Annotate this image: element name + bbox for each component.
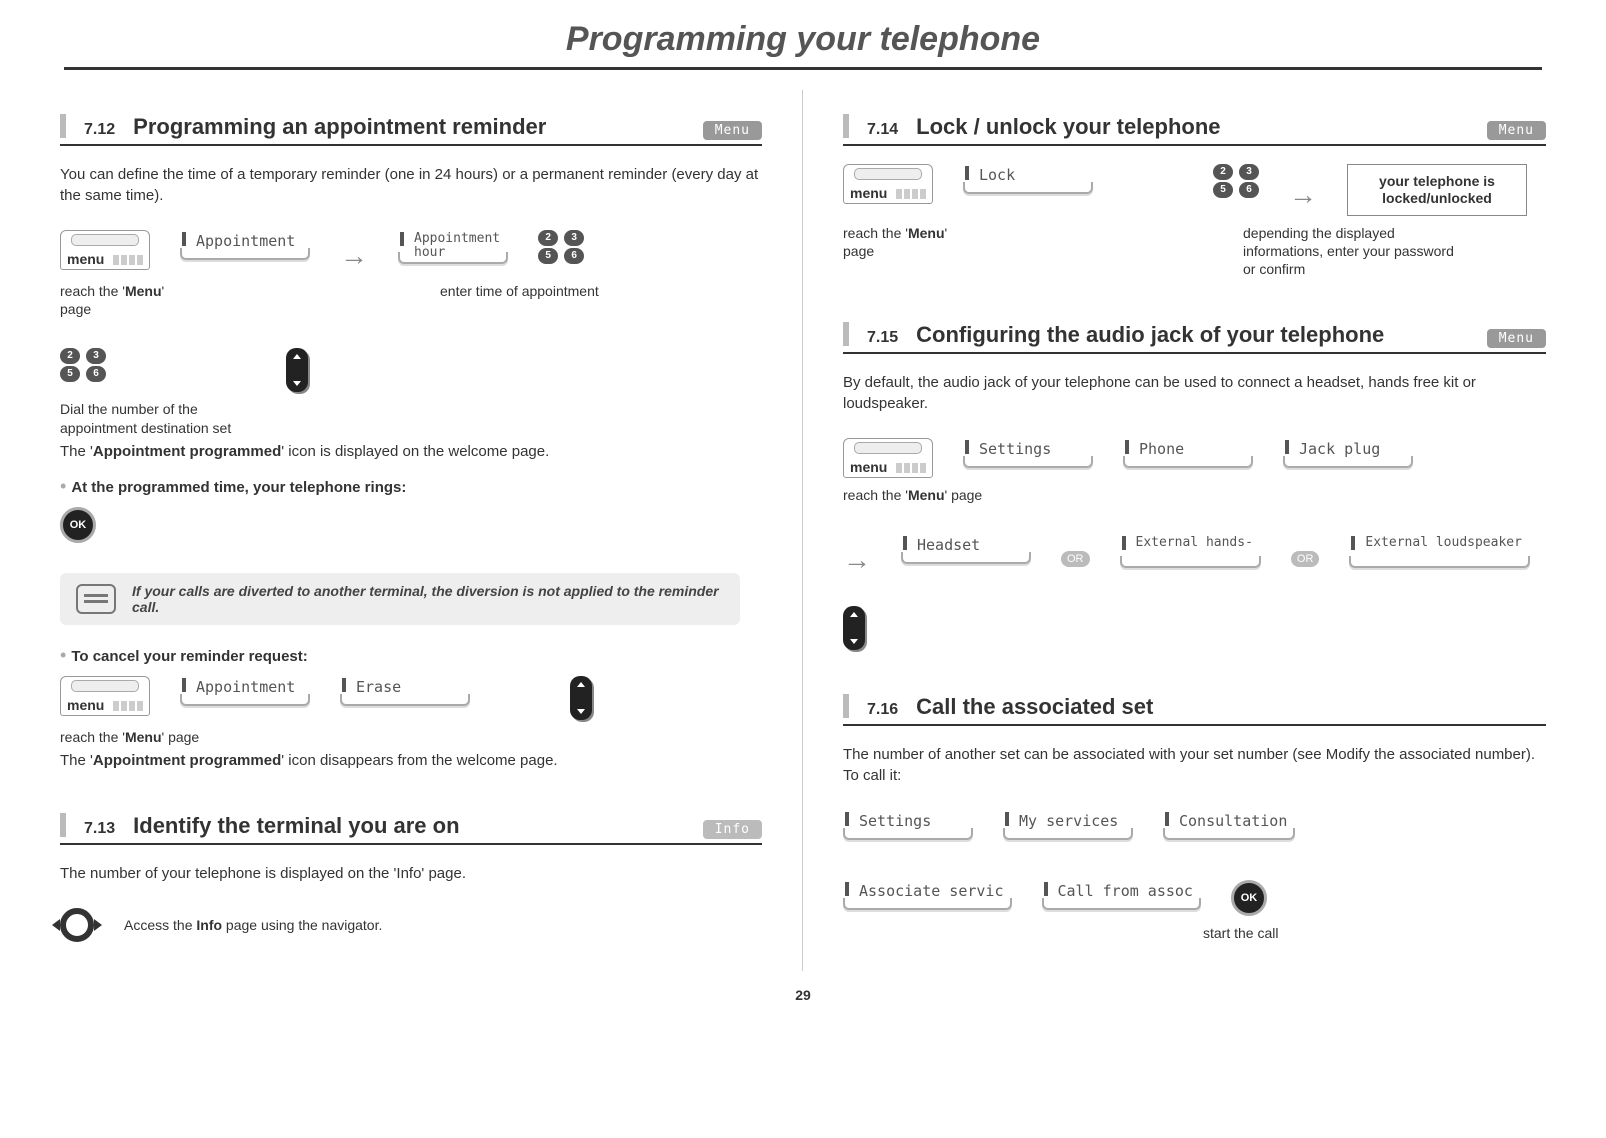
page-number: 29	[795, 987, 811, 1003]
softkey-call-from-assoc: Call from assoc	[1042, 880, 1201, 910]
arrow-icon: →	[340, 230, 368, 272]
keypad-icon: 2356	[538, 230, 584, 264]
section-7-16: 7.16 Call the associated set	[843, 690, 1546, 726]
section-7-15: 7.15 Configuring the audio jack of your …	[843, 318, 1546, 354]
note-box: If your calls are diverted to another te…	[60, 573, 740, 625]
softkey-consultation: Consultation	[1163, 810, 1295, 840]
menu-device-icon	[60, 230, 150, 270]
keypad-icon: 2356	[60, 348, 106, 382]
caption-access-info: Access the Info page using the navigator…	[124, 916, 382, 934]
result-box: your telephone is locked/unlocked	[1347, 164, 1527, 216]
section-number: 7.14	[867, 121, 898, 139]
section-7-13: 7.13 Identify the terminal you are on In…	[60, 809, 762, 845]
softkey-external-loudspeaker: External loudspeaker	[1349, 534, 1530, 568]
section-intro: You can define the time of a temporary r…	[60, 164, 762, 206]
softkey-external-hands: External hands-	[1120, 534, 1261, 568]
softkey-lock: Lock	[963, 164, 1093, 194]
section-title: Call the associated set	[916, 694, 1546, 720]
section-number: 7.13	[84, 820, 115, 838]
menu-device-icon	[60, 676, 150, 716]
softkey-headset: Headset	[901, 534, 1031, 564]
note-text: If your calls are diverted to another te…	[132, 583, 724, 615]
section-number: 7.12	[84, 121, 115, 139]
section-number: 7.16	[867, 701, 898, 719]
softkey-settings: Settings	[963, 438, 1093, 468]
section-7-12: 7.12 Programming an appointment reminder…	[60, 110, 762, 146]
section-intro: The number of your telephone is displaye…	[60, 863, 762, 884]
keypad-icon: 2356	[1213, 164, 1259, 198]
text-disappear: The 'Appointment programmed' icon disapp…	[60, 752, 762, 769]
caption-reach-menu: reach the 'Menu' page	[843, 486, 1043, 504]
section-intro: The number of another set can be associa…	[843, 744, 1546, 786]
nav-key-icon	[570, 676, 592, 720]
menu-device-icon	[843, 164, 933, 204]
bullet-cancel: To cancel your reminder request:	[60, 645, 762, 666]
text-programmed: The 'Appointment programmed' icon is dis…	[60, 443, 762, 460]
or-pill: OR	[1291, 551, 1320, 567]
softkey-settings: Settings	[843, 810, 973, 840]
softkey-jack-plug: Jack plug	[1283, 438, 1413, 468]
section-title: Lock / unlock your telephone	[916, 114, 1469, 140]
nav-key-icon	[286, 348, 308, 392]
info-pill: Info	[703, 820, 762, 839]
section-title: Identify the terminal you are on	[133, 813, 685, 839]
navigator-icon	[60, 908, 94, 942]
softkey-associate-service: Associate servic	[843, 880, 1012, 910]
caption-start-call: start the call	[1203, 924, 1278, 942]
caption-dial: Dial the number of the appointment desti…	[60, 400, 240, 436]
softkey-appointment-hour: Appointment hour	[398, 230, 508, 264]
caption-enter-time: enter time of appointment	[440, 282, 640, 300]
menu-pill: Menu	[1487, 121, 1546, 140]
softkey-phone: Phone	[1123, 438, 1253, 468]
menu-pill: Menu	[703, 121, 762, 140]
section-number: 7.15	[867, 329, 898, 347]
note-icon	[76, 584, 116, 614]
caption-password: depending the displayed informations, en…	[1243, 224, 1463, 279]
caption-reach-menu: reach the 'Menu' page	[60, 728, 260, 746]
section-7-14: 7.14 Lock / unlock your telephone Menu	[843, 110, 1546, 146]
ok-button-icon: OK	[1231, 880, 1267, 916]
softkey-appointment: Appointment	[180, 230, 310, 260]
arrow-icon: →	[1289, 169, 1317, 211]
section-title: Programming an appointment reminder	[133, 114, 685, 140]
page-title: Programming your telephone	[64, 0, 1542, 70]
softkey-my-services: My services	[1003, 810, 1133, 840]
softkey-erase: Erase	[340, 676, 470, 706]
or-pill: OR	[1061, 551, 1090, 567]
ok-button-icon: OK	[60, 507, 96, 543]
softkey-appointment: Appointment	[180, 676, 310, 706]
menu-device-icon	[843, 438, 933, 478]
bullet-rings: At the programmed time, your telephone r…	[60, 476, 762, 497]
section-title: Configuring the audio jack of your telep…	[916, 322, 1469, 348]
section-intro: By default, the audio jack of your telep…	[843, 372, 1546, 414]
nav-key-icon	[843, 606, 865, 650]
menu-pill: Menu	[1487, 329, 1546, 348]
caption-reach-menu: reach the 'Menu' page	[60, 282, 180, 318]
arrow-icon: →	[843, 534, 871, 576]
caption-reach-menu: reach the 'Menu' page	[843, 224, 963, 260]
